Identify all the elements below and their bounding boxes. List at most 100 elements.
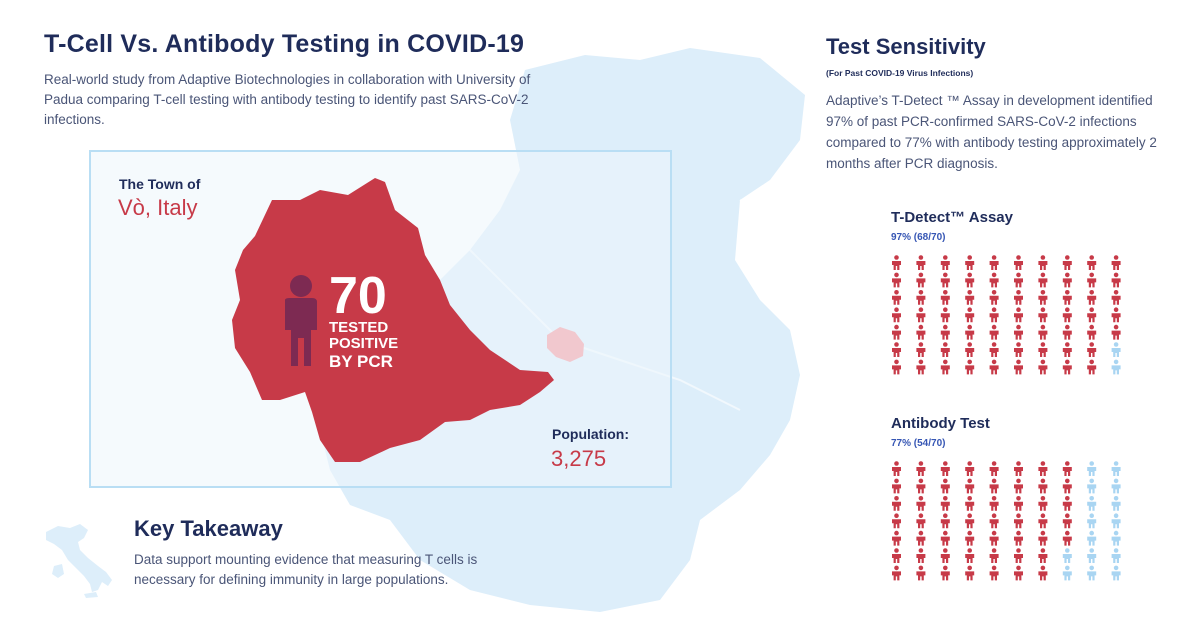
antibody-person-grid xyxy=(892,461,1121,581)
person-icon-positive xyxy=(1014,496,1023,511)
sensitivity-text: Adaptive’s T-Detect ™ Assay in developme… xyxy=(826,93,1157,171)
person-icon-positive xyxy=(965,307,975,323)
population-label: Population: xyxy=(552,426,629,442)
person-icon-positive xyxy=(1062,307,1072,323)
person-icon-positive xyxy=(1038,272,1048,288)
person-icon-positive xyxy=(1014,565,1023,581)
antibody-title: Antibody Test xyxy=(891,415,990,432)
person-icon-positive xyxy=(965,565,975,581)
person-icon-positive xyxy=(892,565,901,581)
person-icon-positive xyxy=(1062,290,1072,305)
town-name: Vò, Italy xyxy=(118,195,198,220)
tdetect-person-grid xyxy=(892,255,1121,375)
person-icon-positive xyxy=(1062,359,1072,375)
person-icon-positive xyxy=(1062,478,1072,494)
person-icon-positive xyxy=(989,548,999,563)
person-icon-negative xyxy=(1111,530,1121,546)
person-icon-negative xyxy=(1062,565,1072,581)
person-icon-positive xyxy=(916,461,926,476)
person-icon-negative xyxy=(1111,359,1121,375)
person-icon-positive xyxy=(940,478,950,494)
person-icon-positive xyxy=(1111,272,1121,288)
person-icon-positive xyxy=(1111,307,1121,323)
person-icon-positive xyxy=(965,359,975,375)
person-icon-positive xyxy=(916,496,926,511)
town-shape xyxy=(232,178,554,462)
person-icon-positive xyxy=(892,461,901,476)
person-icon-positive xyxy=(916,359,926,375)
sensitivity-subtitle: (For Past COVID-19 Virus Infections) xyxy=(826,68,974,78)
person-icon-positive xyxy=(1062,496,1072,511)
person-icon-positive xyxy=(892,272,901,288)
person-icon-positive xyxy=(916,307,926,323)
person-icon-negative xyxy=(1111,565,1121,581)
person-icon-negative xyxy=(1087,478,1097,494)
tested-line-2: POSITIVE xyxy=(329,335,399,352)
person-icon-positive xyxy=(892,324,901,340)
person-icon-positive xyxy=(1014,530,1023,546)
person-icon-positive xyxy=(989,290,999,305)
person-icon-positive xyxy=(989,565,999,581)
person-icon-positive xyxy=(1087,342,1097,357)
person-icon-positive xyxy=(1014,342,1023,357)
person-icon-positive xyxy=(916,290,926,305)
person-icon-positive xyxy=(916,478,926,494)
tested-line-3: BY PCR xyxy=(329,352,393,371)
person-icon-positive xyxy=(1111,324,1121,340)
person-icon-positive xyxy=(940,307,950,323)
person-icon-positive xyxy=(940,359,950,375)
person-icon-positive xyxy=(1038,565,1048,581)
person-icon-positive xyxy=(1111,290,1121,305)
person-icon-positive xyxy=(1014,290,1023,305)
person-icon-positive xyxy=(1062,324,1072,340)
town-prefix: The Town of xyxy=(119,176,201,192)
person-icon-positive xyxy=(916,255,926,270)
person-icon-positive xyxy=(989,359,999,375)
person-icon-positive xyxy=(892,290,901,305)
person-icon-positive xyxy=(989,342,999,357)
person-icon-positive xyxy=(940,513,950,529)
person-icon-positive xyxy=(989,478,999,494)
person-icon-negative xyxy=(1087,530,1097,546)
person-icon-positive xyxy=(892,548,901,563)
person-icon-negative xyxy=(1111,342,1121,357)
person-icon-positive xyxy=(1062,461,1072,476)
person-icon-positive xyxy=(892,342,901,357)
person-icon-positive xyxy=(916,513,926,529)
person-icon-positive xyxy=(892,530,901,546)
person-icon-positive xyxy=(916,565,926,581)
person-icon-positive xyxy=(1038,290,1048,305)
person-icon-positive xyxy=(1014,548,1023,563)
person-icon-positive xyxy=(1087,290,1097,305)
person-icon-positive xyxy=(1087,359,1097,375)
person-icon-positive xyxy=(989,307,999,323)
person-icon-positive xyxy=(916,272,926,288)
person-icon-positive xyxy=(989,513,999,529)
person-icon-positive xyxy=(965,530,975,546)
tested-count: 70 xyxy=(329,267,387,325)
person-icon-positive xyxy=(989,530,999,546)
person-icon-positive xyxy=(916,324,926,340)
person-icon-positive xyxy=(1038,461,1048,476)
person-icon-positive xyxy=(1087,255,1097,270)
person-icon-positive xyxy=(989,496,999,511)
person-icon-positive xyxy=(940,272,950,288)
person-icon-negative xyxy=(1111,461,1121,476)
intro-text: Real-world study from Adaptive Biotechno… xyxy=(44,72,531,127)
tested-line-1: TESTED xyxy=(329,319,389,336)
person-icon-positive xyxy=(989,272,999,288)
person-icon-positive xyxy=(989,324,999,340)
person-icon-negative xyxy=(1062,548,1072,563)
person-icon-positive xyxy=(965,255,975,270)
person-icon-positive xyxy=(892,307,901,323)
person-icon-positive xyxy=(965,324,975,340)
population-value: 3,275 xyxy=(551,446,607,471)
person-icon-positive xyxy=(892,513,901,529)
person-icon-negative xyxy=(1087,461,1097,476)
person-icon-positive xyxy=(1014,307,1023,323)
person-icon-positive xyxy=(1038,324,1048,340)
person-icon-positive xyxy=(1014,255,1023,270)
person-icon-positive xyxy=(1038,496,1048,511)
person-icon-positive xyxy=(1014,478,1023,494)
